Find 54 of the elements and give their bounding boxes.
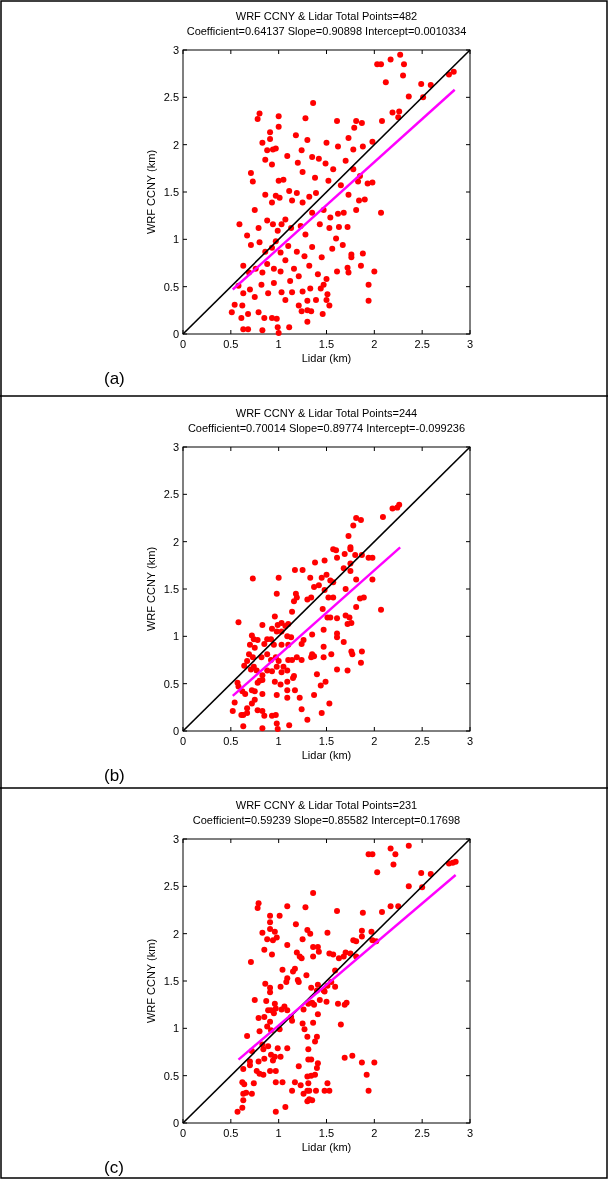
text: (b) — [104, 766, 125, 785]
y-tick-label: 0 — [172, 328, 179, 340]
y-tick-label: 1 — [172, 233, 179, 246]
y-tick-label: 2 — [172, 138, 179, 151]
x-tick-label: 2.5 — [414, 1127, 430, 1139]
y-tick-label: 2 — [172, 535, 179, 548]
chart-subtitle: Coefficient=0.64137 Slope=0.90898 Intercept=0.0010334 — [186, 25, 467, 37]
y-tick-label: 3 — [172, 44, 179, 56]
text: (a) — [104, 369, 125, 388]
x-tick-label: 2.5 — [414, 735, 430, 747]
text: (c) — [104, 1158, 124, 1177]
y-tick-label: 1.5 — [163, 583, 179, 595]
y-tick-label: 0 — [172, 1117, 179, 1129]
y-tick-label: 0.5 — [163, 1069, 179, 1082]
x-tick-label: 3 — [466, 338, 474, 350]
y-tick-label: 3 — [172, 833, 179, 845]
y-tick-label: 2.5 — [163, 880, 179, 893]
chart-title: WRF CCNY & Lidar Total Points=231 — [235, 799, 418, 811]
y-axis-title: WRF CCNY (km) — [145, 546, 157, 632]
chart-subtitle: Coefficient=0.59239 Slope=0.85582 Intercept=0.17698 — [192, 814, 461, 826]
x-axis-title: Lidar (km) — [301, 749, 352, 761]
x-tick-label: 2 — [371, 1127, 378, 1139]
y-tick-label: 2.5 — [163, 488, 179, 501]
x-tick-label: 1.5 — [318, 735, 335, 747]
x-tick-label: 1.5 — [318, 1127, 335, 1139]
chart-title: WRF CCNY & Lidar Total Points=482 — [235, 10, 418, 22]
y-tick-label: 3 — [172, 441, 179, 453]
y-tick-label: 1 — [172, 1022, 179, 1035]
x-tick-label: 0.5 — [223, 338, 239, 350]
y-tick-label: 0.5 — [163, 677, 179, 690]
y-tick-label: 1 — [172, 630, 179, 643]
x-axis-title: Lidar (km) — [301, 1141, 352, 1153]
x-tick-label: 1 — [275, 338, 282, 350]
y-tick-label: 0 — [172, 725, 179, 737]
chart-title: WRF CCNY & Lidar Total Points=244 — [235, 407, 418, 419]
x-tick-label: 1 — [275, 1127, 282, 1139]
y-tick-label: 1.5 — [163, 186, 179, 198]
x-tick-label: 1 — [275, 735, 282, 747]
x-tick-label: 2 — [371, 735, 378, 747]
y-axis-title: WRF CCNY (km) — [145, 149, 157, 235]
x-tick-label: 3 — [466, 1127, 474, 1139]
x-tick-label: 1.5 — [318, 338, 335, 350]
y-tick-label: 2 — [172, 927, 179, 940]
x-axis-title: Lidar (km) — [301, 352, 352, 364]
x-tick-label: 0.5 — [223, 735, 239, 747]
x-tick-label: 3 — [466, 735, 474, 747]
x-tick-label: 2 — [371, 338, 378, 350]
x-tick-label: 2.5 — [414, 338, 430, 350]
y-tick-label: 1.5 — [163, 975, 179, 987]
y-tick-label: 2.5 — [163, 91, 179, 104]
x-tick-label: 0.5 — [223, 1127, 239, 1139]
y-axis-title: WRF CCNY (km) — [145, 938, 157, 1024]
chart-subtitle: Coefficient=0.70014 Slope=0.89774 Intercept=-0.099236 — [187, 422, 466, 434]
y-tick-label: 0.5 — [163, 280, 179, 293]
